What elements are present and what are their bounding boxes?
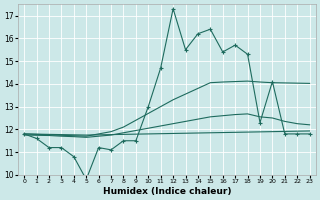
X-axis label: Humidex (Indice chaleur): Humidex (Indice chaleur) (103, 187, 231, 196)
